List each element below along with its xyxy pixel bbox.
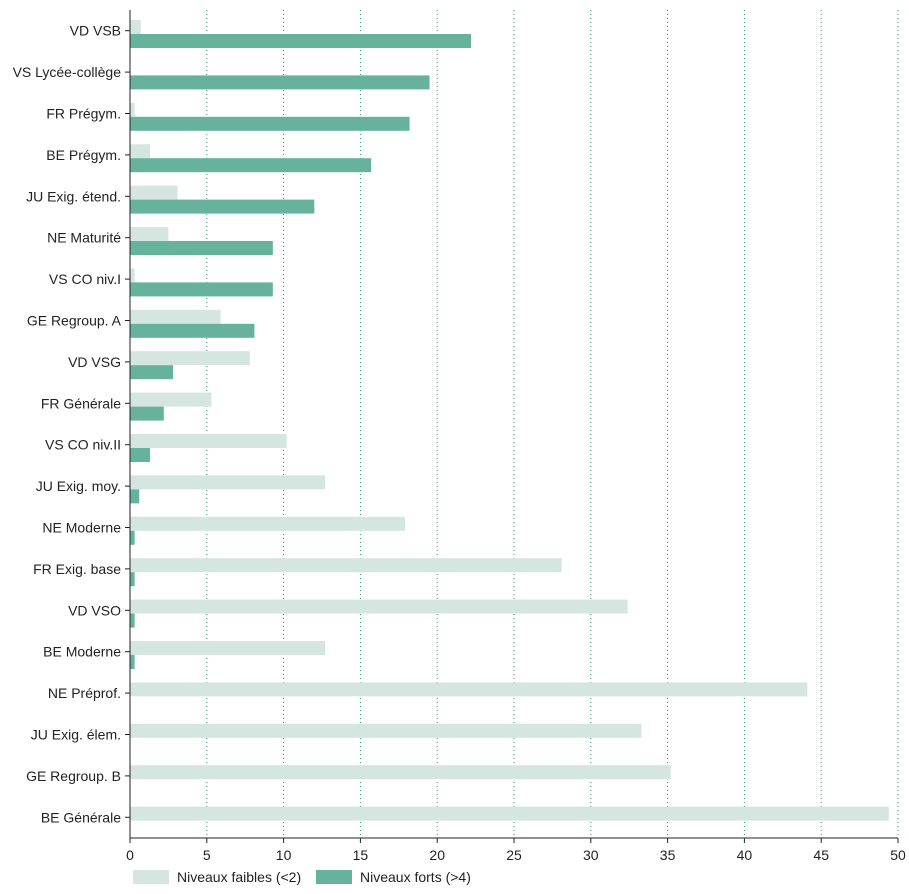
category-label-0: VD VSB xyxy=(70,23,121,39)
category-label-9: FR Générale xyxy=(41,395,121,411)
gridlines xyxy=(206,10,899,838)
bar-forts-7 xyxy=(130,323,255,338)
bar-forts-10 xyxy=(130,448,150,462)
bar-faibles-17 xyxy=(130,723,642,738)
category-label-11: JU Exig. moy. xyxy=(36,478,121,494)
bar-faibles-11 xyxy=(130,475,326,490)
x-tick-label-25: 25 xyxy=(506,847,522,863)
bar-forts-0 xyxy=(130,34,471,48)
legend-swatch-0 xyxy=(133,870,169,884)
category-label-8: VD VSG xyxy=(68,354,121,370)
category-label-16: NE Préprof. xyxy=(48,685,121,701)
bar-forts-12 xyxy=(130,530,135,545)
category-label-6: VS CO niv.I xyxy=(49,271,121,287)
category-label-19: BE Générale xyxy=(41,809,121,825)
bars xyxy=(130,20,889,821)
category-label-7: GE Regroup. A xyxy=(27,313,122,329)
x-tick-label-50: 50 xyxy=(890,847,906,863)
x-tick-label-35: 35 xyxy=(660,847,676,863)
bar-forts-6 xyxy=(130,282,273,297)
bar-forts-9 xyxy=(130,406,164,421)
category-label-15: BE Moderne xyxy=(43,644,121,660)
category-label-3: BE Prégym. xyxy=(46,147,121,163)
category-label-13: FR Exig. base xyxy=(33,561,121,577)
category-label-1: VS Lycée-collège xyxy=(13,64,122,80)
bar-forts-14 xyxy=(130,613,135,628)
bar-forts-4 xyxy=(130,199,315,214)
legend-label-0: Niveaux faibles (<2) xyxy=(177,869,301,885)
bar-faibles-14 xyxy=(130,599,628,614)
category-label-12: NE Moderne xyxy=(42,520,121,536)
category-label-2: FR Prégym. xyxy=(46,106,121,122)
legend: Niveaux faibles (<2) Niveaux forts (>4) xyxy=(133,869,471,885)
bar-forts-11 xyxy=(130,489,140,504)
category-label-14: VD VSO xyxy=(68,602,121,618)
category-label-17: JU Exig. élem. xyxy=(31,727,121,743)
category-label-10: VS CO niv.II xyxy=(45,437,121,453)
bar-faibles-6 xyxy=(130,268,135,283)
bar-forts-8 xyxy=(130,365,174,380)
category-labels: VD VSB VS Lycée-collège FR Prégym. BE Prégy… xyxy=(13,23,122,826)
legend-swatch-1 xyxy=(316,870,352,884)
x-tick-label-45: 45 xyxy=(813,847,829,863)
bar-faibles-13 xyxy=(130,558,562,573)
bar-forts-1 xyxy=(130,75,430,90)
bar-forts-13 xyxy=(130,572,135,587)
bar-faibles-15 xyxy=(130,641,326,655)
bar-faibles-19 xyxy=(130,806,889,821)
bar-faibles-7 xyxy=(130,309,221,324)
bar-forts-15 xyxy=(130,655,135,669)
x-tick-label-15: 15 xyxy=(353,847,369,863)
category-label-18: GE Regroup. B xyxy=(26,768,121,784)
bar-faibles-3 xyxy=(130,144,150,159)
legend-label-1: Niveaux forts (>4) xyxy=(360,869,471,885)
bar-faibles-0 xyxy=(130,20,141,34)
bar-faibles-18 xyxy=(130,765,671,780)
x-tick-label-0: 0 xyxy=(126,847,134,863)
bar-faibles-9 xyxy=(130,392,212,407)
axes xyxy=(125,10,899,843)
category-label-5: NE Maturité xyxy=(47,230,121,246)
x-tick-label-10: 10 xyxy=(276,847,292,863)
bar-faibles-2 xyxy=(130,102,135,117)
bar-faibles-16 xyxy=(130,682,808,697)
bar-forts-5 xyxy=(130,241,273,255)
bar-faibles-10 xyxy=(130,434,287,448)
bar-faibles-4 xyxy=(130,185,178,200)
bar-faibles-8 xyxy=(130,351,250,366)
bar-forts-2 xyxy=(130,116,410,131)
x-tick-label-20: 20 xyxy=(429,847,445,863)
x-tick-labels: 0 5 10 15 20 25 30 35 40 45 50 xyxy=(126,847,906,863)
x-tick-label-40: 40 xyxy=(737,847,753,863)
x-tick-label-5: 5 xyxy=(203,847,211,863)
category-label-4: JU Exig. étend. xyxy=(26,188,121,204)
bar-forts-3 xyxy=(130,158,372,173)
bar-faibles-12 xyxy=(130,516,405,531)
x-tick-label-30: 30 xyxy=(583,847,599,863)
bar-faibles-5 xyxy=(130,227,169,241)
